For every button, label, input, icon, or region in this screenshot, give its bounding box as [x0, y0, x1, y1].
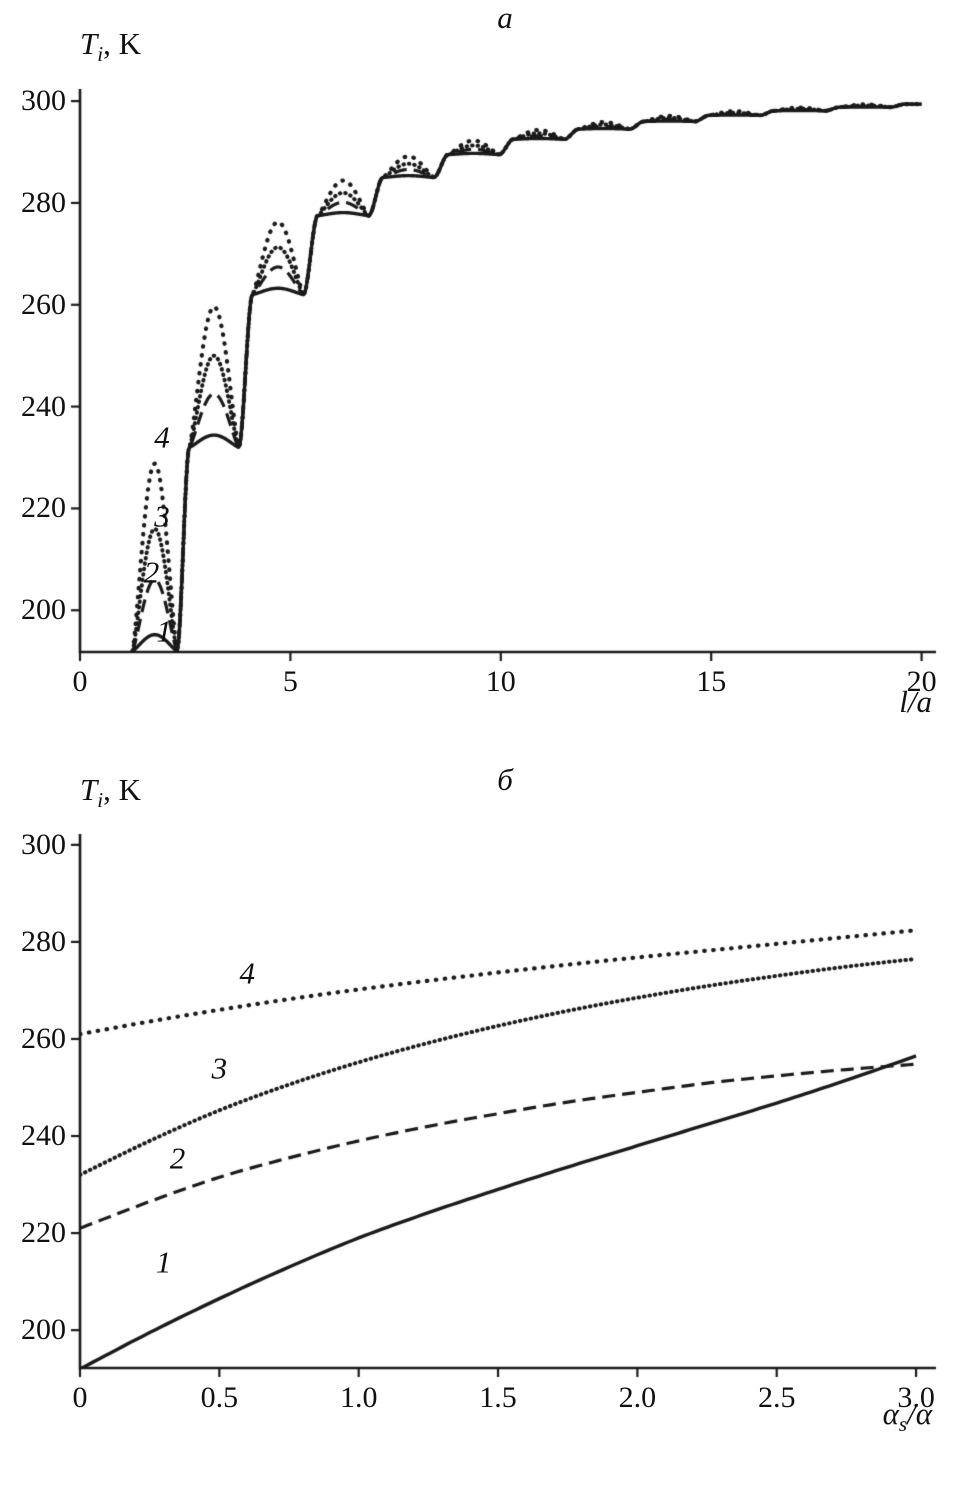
- y-axis-subscript-b: i: [97, 788, 104, 813]
- y-axis-unit-a: , K: [103, 26, 141, 61]
- panel-a-title: a: [497, 0, 513, 35]
- y-axis-unit-b: , K: [103, 772, 141, 807]
- x-axis-subscript-b: s: [898, 1412, 908, 1437]
- y-axis-label-b: Ti, K: [80, 774, 141, 811]
- x-axis-label-b: αs/α: [883, 1398, 932, 1435]
- y-axis-symbol-b: T: [80, 772, 98, 807]
- y-axis-subscript-a: i: [97, 42, 104, 67]
- panel-b-title: б: [497, 762, 513, 797]
- x-axis-symbol-a: l/a: [899, 684, 932, 719]
- x-axis-symbol-b: α: [882, 1396, 899, 1431]
- x-axis-unit-b: /α: [907, 1396, 932, 1431]
- y-axis-label-a: Ti, K: [80, 28, 141, 65]
- y-axis-symbol-a: T: [80, 26, 98, 61]
- x-axis-label-a: l/a: [899, 686, 932, 723]
